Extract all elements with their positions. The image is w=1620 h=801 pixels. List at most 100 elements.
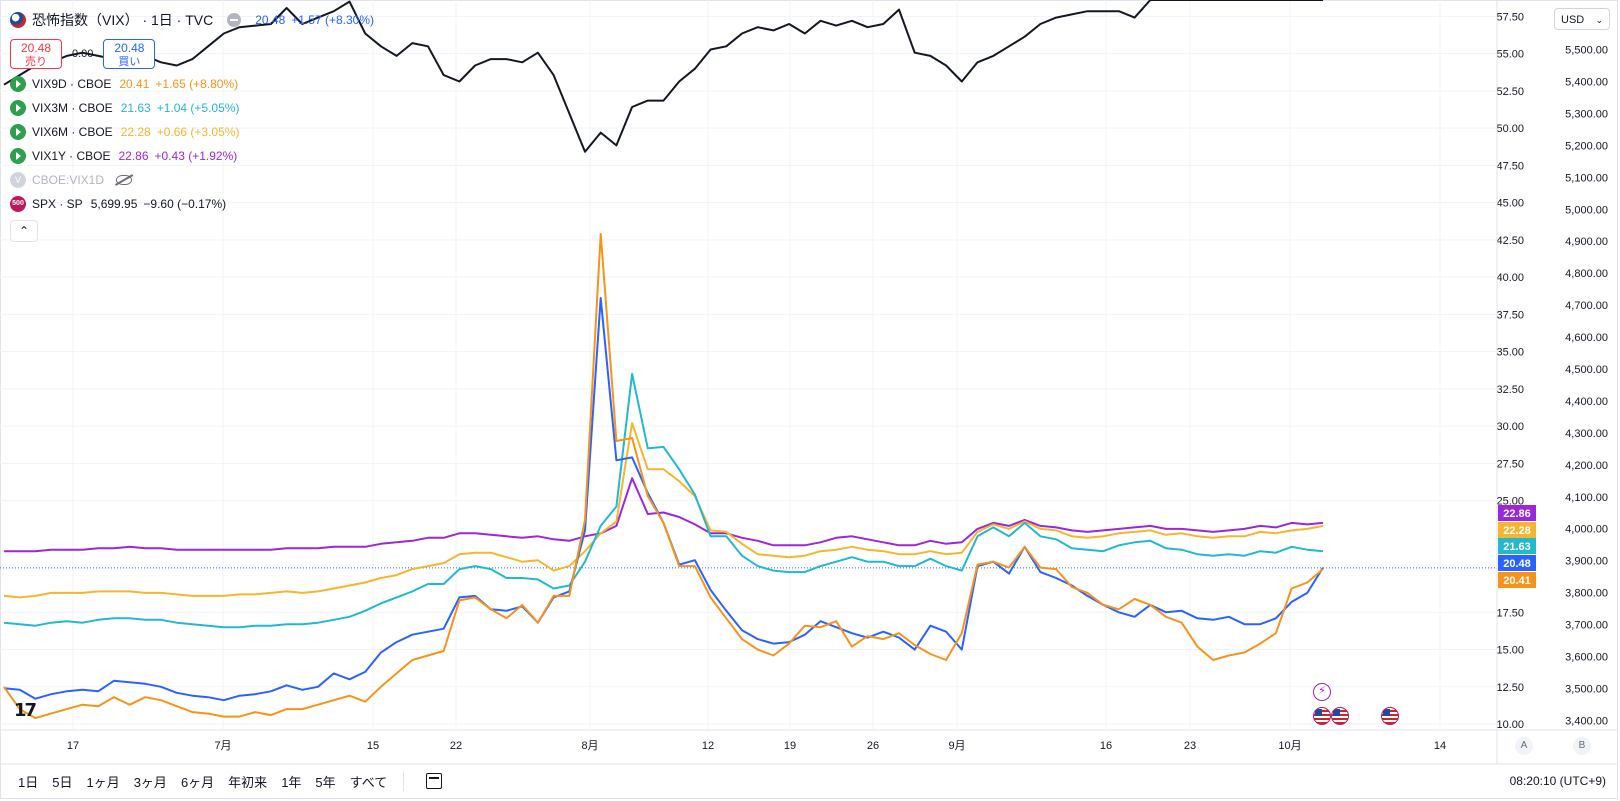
price-tag-background [1498, 538, 1536, 554]
series-line-spx-sp[interactable] [3, 0, 1323, 153]
x-tick-label: 12 [702, 740, 714, 752]
right-axis-tick-label: 4,200.00 [1565, 460, 1608, 472]
right-axis-tick-label: 3,600.00 [1565, 652, 1608, 664]
left-axis-tick-label: 57.50 [1496, 11, 1524, 23]
event-bolt-icon[interactable]: ⚡ [1313, 683, 1331, 701]
right-axis-tick-label: 5,500.00 [1565, 45, 1608, 57]
price-tag-label: 20.48 [1503, 558, 1531, 570]
legend-change: +0.66 (+3.05%) [156, 125, 240, 139]
range-6m[interactable]: 6ヶ月 [180, 774, 215, 790]
spread-value: 0.00 [72, 48, 94, 60]
range-ytd[interactable]: 年初来 [228, 774, 268, 790]
legend-symbol: VIX9D · CBOE [32, 77, 112, 91]
right-axis-tick-label: 5,000.00 [1565, 204, 1608, 216]
legend: 恐怖指数（VIX） · 1日 · TVC 20.48 +1.57 (+8.30%… [10, 8, 374, 242]
legend-row[interactable]: 500 SPX · SP 5,699.95 −9.60 (−0.17%) [10, 192, 374, 216]
x-tick-label: 15 [367, 740, 379, 752]
series-line-vix6m-cboe[interactable] [3, 422, 1324, 599]
x-tick-label: 10月 [1278, 740, 1301, 752]
range-all[interactable]: すべて [349, 774, 388, 790]
clock[interactable]: 08:20:10 (UTC+9) [1509, 774, 1606, 788]
legend-row[interactable]: V CBOE:VIX1D [10, 168, 374, 192]
series-line--vix-[interactable] [3, 297, 1324, 702]
series-line-vix9d-cboe[interactable] [3, 232, 1324, 720]
legend-value: 20.41 [119, 77, 150, 91]
right-axis-tick-label: 4,600.00 [1565, 332, 1608, 344]
green-play-icon [10, 76, 26, 92]
price-tag-background [1498, 522, 1536, 538]
left-axis-tick-label: 55.00 [1496, 49, 1524, 61]
legend-symbol: CBOE:VIX1D [32, 173, 105, 187]
right-axis-tick-label: 4,300.00 [1565, 428, 1608, 440]
right-axis-tick-label: 5,300.00 [1565, 108, 1608, 120]
left-axis-tick-label: 40.00 [1496, 272, 1524, 284]
toolbar-divider [403, 771, 405, 791]
sell-label: 売り [25, 56, 47, 68]
left-axis-tick-label: 45.00 [1496, 198, 1524, 210]
left-axis-tick-label: 10.00 [1496, 719, 1524, 731]
range-1m[interactable]: 1ヶ月 [86, 774, 120, 790]
minimize-icon[interactable] [227, 13, 242, 27]
buy-label: 買い [118, 56, 141, 68]
right-axis-tick-label: 4,700.00 [1565, 300, 1608, 312]
legend-symbol: SPX · SP [32, 197, 83, 211]
header-row: 恐怖指数（VIX） · 1日 · TVC 20.48 +1.57 (+8.30%… [10, 8, 374, 32]
legend-change: +0.43 (+1.92%) [154, 149, 238, 163]
legend-row[interactable]: VIX9D · CBOE 20.41 +1.65 (+8.80%) [10, 72, 374, 96]
price-tag-background [1498, 555, 1536, 571]
range-5d[interactable]: 5日 [52, 774, 73, 790]
series-line-vix1y-cboe[interactable] [4, 477, 1324, 553]
currency-select[interactable]: USD ⌄ [1554, 8, 1610, 30]
price-tag-background [1498, 505, 1536, 521]
price-tag-background [1498, 572, 1536, 588]
legend-change: −9.60 (−0.17%) [143, 197, 227, 211]
left-axis-tick-label: 12.50 [1496, 682, 1524, 694]
right-axis-tick-label: 3,500.00 [1565, 683, 1608, 695]
range-1d[interactable]: 1日 [18, 774, 39, 790]
buy-button[interactable]: 20.48 買い [103, 39, 156, 69]
x-tick-label: 14 [1434, 740, 1446, 752]
scale-b-button[interactable]: B [1573, 737, 1591, 755]
x-tick-label: 23 [1184, 740, 1196, 752]
price-tag-label: 20.41 [1503, 575, 1531, 587]
green-play-icon [10, 148, 26, 164]
eye-hidden-icon[interactable] [116, 175, 133, 185]
right-axis-tick-label: 4,100.00 [1565, 492, 1608, 504]
symbol-title[interactable]: 恐怖指数（VIX） · 1日 · TVC [32, 12, 214, 28]
legend-change: +1.65 (+8.80%) [155, 77, 239, 91]
event-us-flag-icon[interactable] [1331, 707, 1349, 725]
right-axis-tick-label: 3,900.00 [1565, 556, 1608, 568]
left-axis-tick-label: 37.50 [1496, 309, 1524, 321]
event-us-flag-icon[interactable] [1313, 707, 1331, 725]
go-to-date-icon[interactable] [426, 773, 443, 789]
range-3m[interactable]: 3ヶ月 [133, 774, 167, 790]
legend-row[interactable]: VIX6M · CBOE 22.28 +0.66 (+3.05%) [10, 120, 374, 144]
price-tag-label: 22.28 [1503, 525, 1531, 537]
green-play-icon [10, 100, 26, 116]
right-axis-tick-label: 5,200.00 [1565, 140, 1608, 152]
event-us-flag-icon[interactable] [1381, 707, 1399, 725]
sell-button[interactable]: 20.48 売り [10, 39, 62, 69]
left-axis-tick-label: 42.50 [1496, 235, 1524, 247]
scale-a-button[interactable]: A [1515, 737, 1533, 755]
last-price: 20.48 [255, 13, 286, 27]
range-5y[interactable]: 5年 [315, 774, 336, 790]
us-flag-icon [10, 12, 26, 28]
bottom-toolbar: 1日 5日 1ヶ月 3ヶ月 6ヶ月 年初来 1年 5年 すべて 08:20:10… [0, 764, 1618, 798]
left-axis-tick-label: 35.00 [1496, 347, 1524, 359]
legend-items: VIX9D · CBOE 20.41 +1.65 (+8.80%) VIX3M · C… [10, 72, 374, 216]
collapse-legend-button[interactable]: ⌃ [10, 220, 38, 242]
range-1y[interactable]: 1年 [281, 774, 302, 790]
legend-symbol: VIX1Y · CBOE [32, 149, 111, 163]
left-axis-tick-label: 27.50 [1496, 458, 1524, 470]
x-tick-label: 8月 [581, 740, 598, 752]
left-axis-tick-label: 30.00 [1496, 421, 1524, 433]
x-tick-label: 19 [784, 740, 796, 752]
price-tag-label: 22.86 [1503, 508, 1531, 520]
legend-row[interactable]: VIX1Y · CBOE 22.86 +0.43 (+1.92%) [10, 144, 374, 168]
series-line-vix3m-cboe[interactable] [3, 372, 1324, 629]
legend-row[interactable]: VIX3M · CBOE 21.63 +1.04 (+5.05%) [10, 96, 374, 120]
x-tick-label: 17 [67, 740, 79, 752]
legend-value: 21.63 [120, 101, 151, 115]
